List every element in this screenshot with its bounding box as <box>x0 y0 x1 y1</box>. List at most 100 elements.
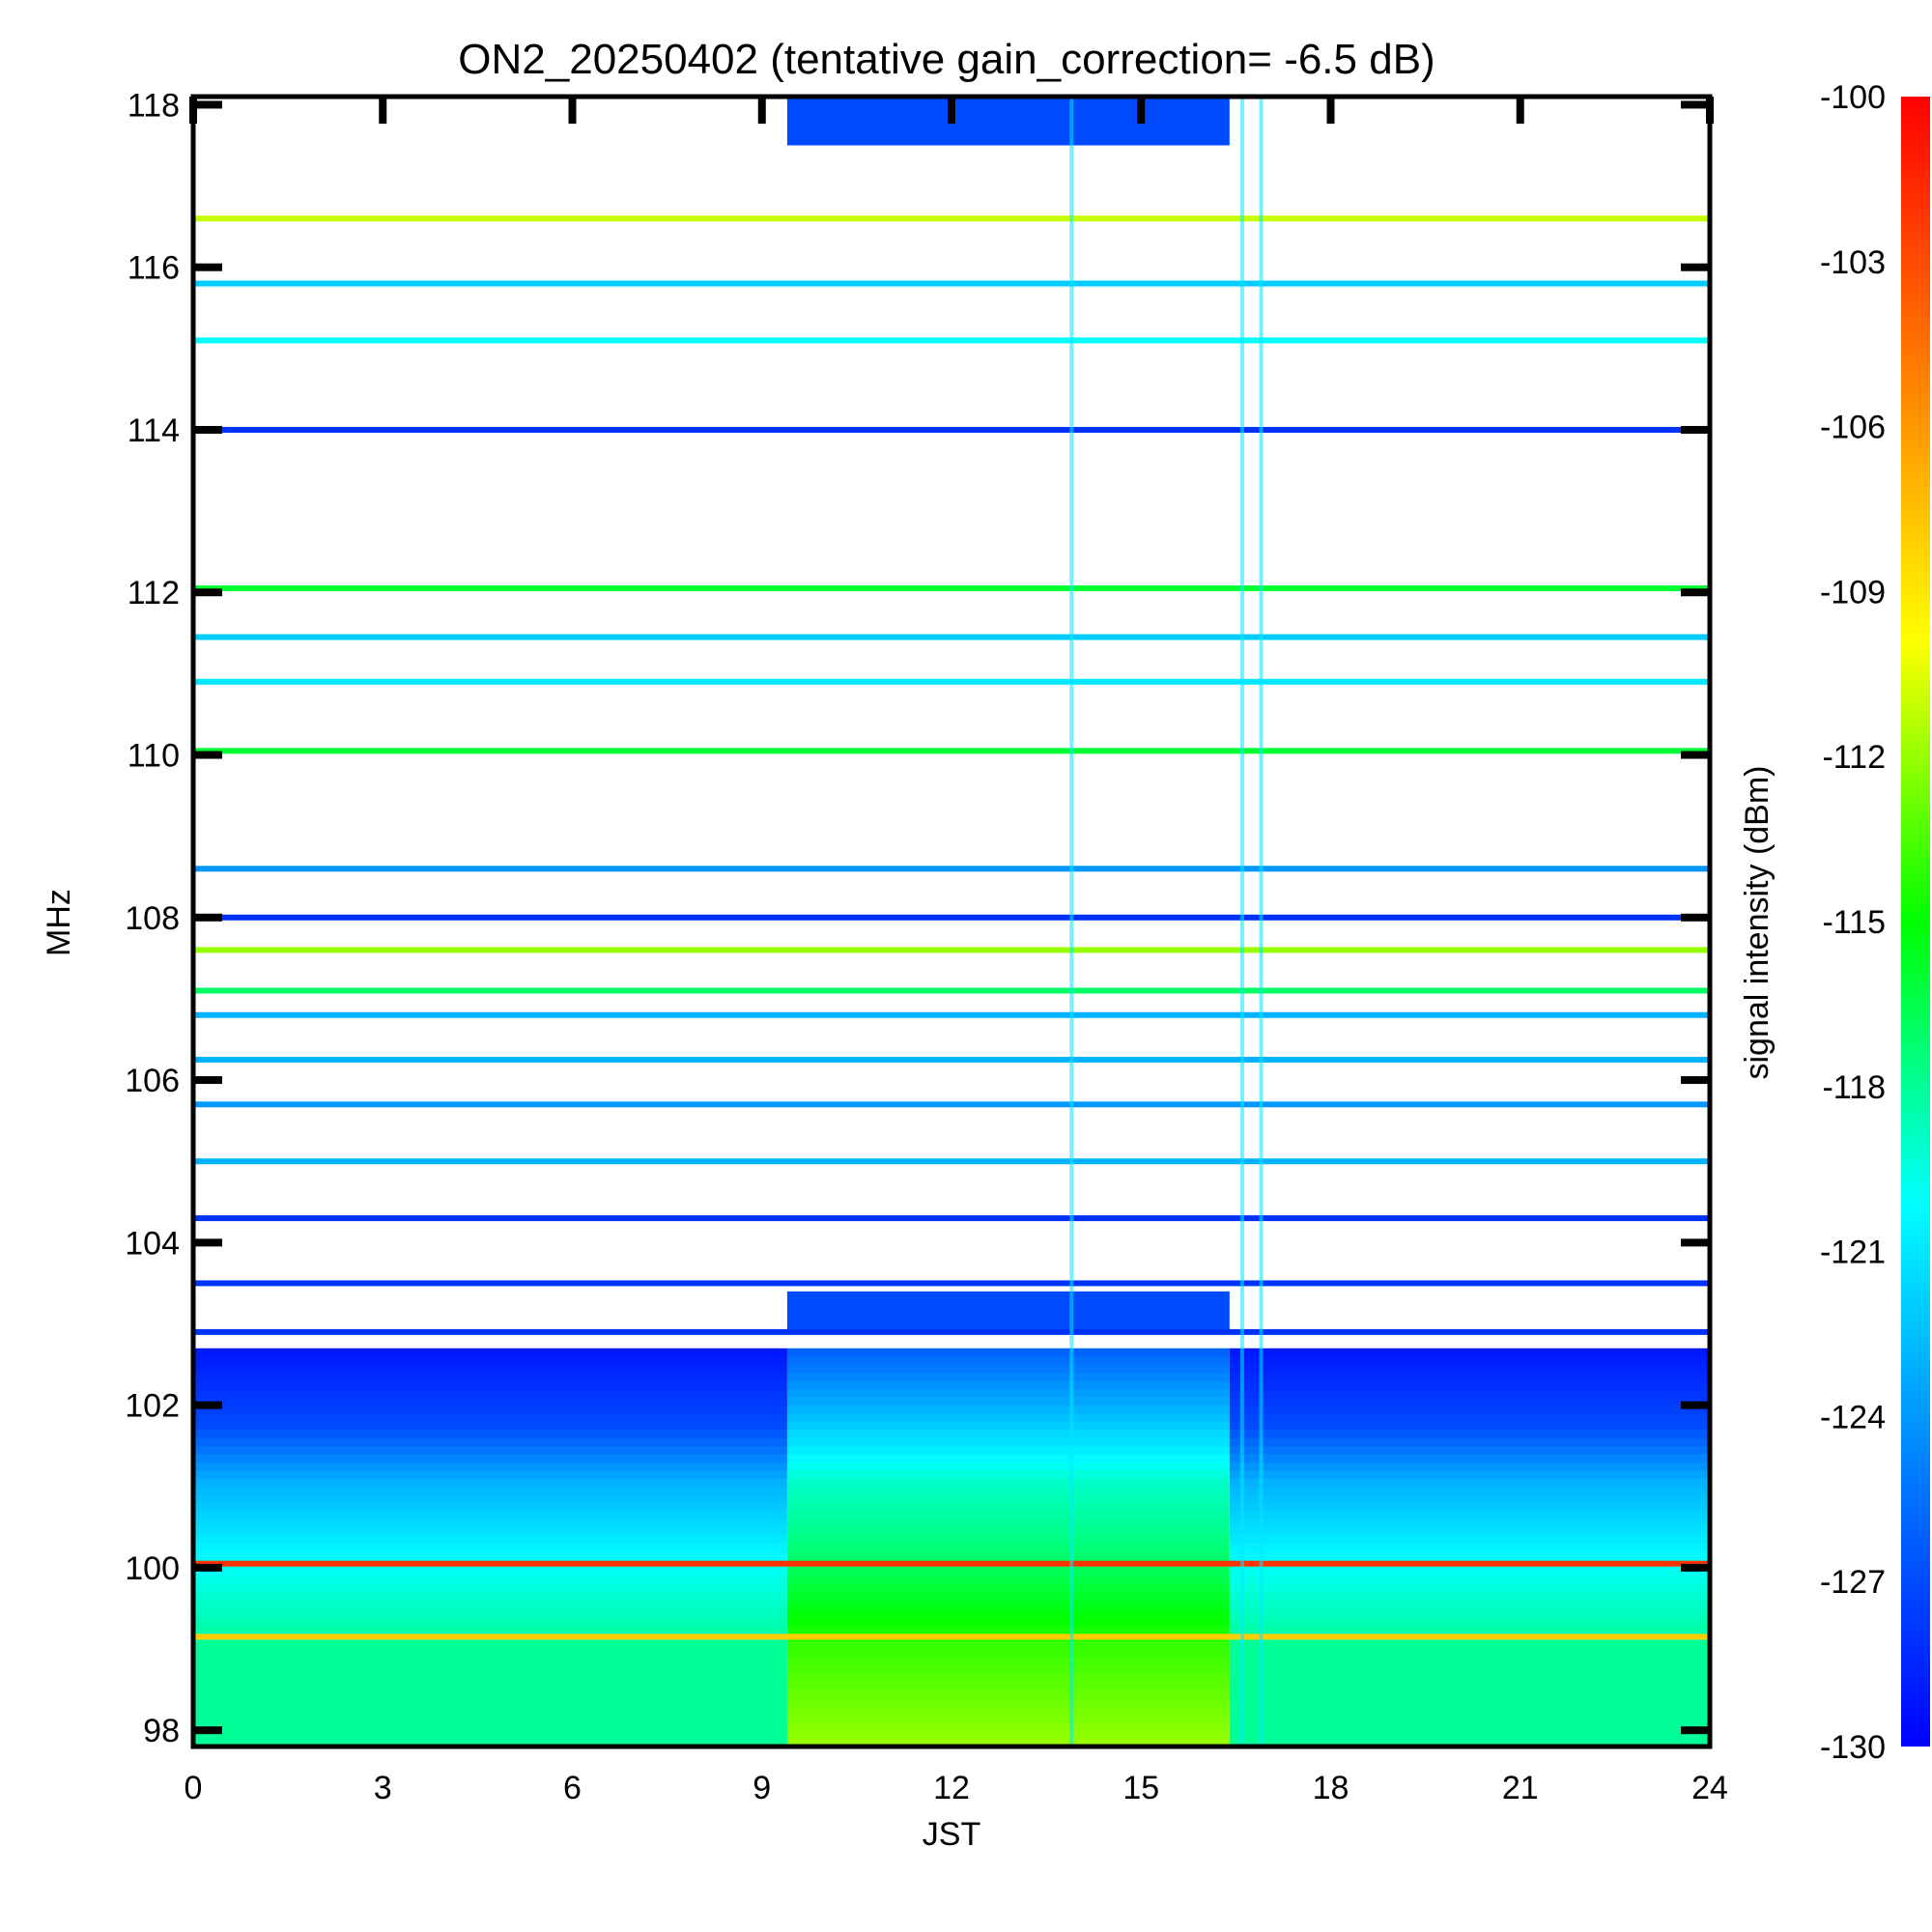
colorbar <box>1901 97 1930 1747</box>
background-cell <box>193 1690 787 1699</box>
background-cell <box>786 1607 1230 1617</box>
background-cell <box>193 1600 787 1609</box>
y-tick-mark <box>1681 263 1710 271</box>
background-cell <box>193 1526 787 1536</box>
background-cell <box>193 1673 787 1683</box>
y-tick-mark <box>1681 588 1710 597</box>
x-axis: 0 3 6 9 12 15 18 21 24 <box>185 97 1728 1806</box>
colorbar-tick-label: -124 <box>1820 1399 1886 1435</box>
background-cell <box>1229 1664 1710 1674</box>
y-tick-label: 104 <box>125 1225 180 1262</box>
background-cell <box>193 1640 787 1650</box>
y-tick-mark <box>193 751 222 759</box>
signal-line <box>193 1560 1710 1567</box>
background-cell <box>1229 1356 1710 1366</box>
background-cell <box>786 1356 1230 1366</box>
background-cell <box>193 1714 787 1723</box>
plot-area <box>193 97 1710 1747</box>
background-cell <box>1229 1576 1710 1585</box>
signal-line <box>193 1215 1710 1222</box>
background-cell <box>1229 1421 1710 1431</box>
y-tick-label: 116 <box>128 250 180 287</box>
background-cell <box>1229 1486 1710 1495</box>
background-cell <box>1229 1429 1710 1438</box>
y-tick-mark <box>1681 425 1710 434</box>
background-cell <box>786 1348 1230 1357</box>
background-cell <box>1229 1592 1710 1602</box>
signal-line <box>193 1101 1710 1108</box>
y-tick-mark <box>193 1401 222 1409</box>
signal-line <box>193 1634 1710 1640</box>
vertical-streak <box>1259 97 1264 1747</box>
background-cell <box>786 1640 1230 1650</box>
y-tick-label: 106 <box>125 1063 180 1099</box>
x-tick-mark <box>1516 97 1524 124</box>
background-cell <box>193 1535 787 1545</box>
background-cell <box>786 1705 1230 1715</box>
background-cell <box>193 1429 787 1438</box>
y-tick-label: 114 <box>128 412 180 449</box>
background-cell <box>786 1445 1230 1455</box>
x-tick-mark <box>1137 97 1146 124</box>
background-cell <box>193 1372 787 1381</box>
colorbar-tick-label: -115 <box>1822 904 1886 941</box>
colorbar-tick-label: -100 <box>1820 79 1886 116</box>
background-cell <box>193 1649 787 1658</box>
background-cell <box>1229 1380 1710 1390</box>
background-cell <box>193 1348 787 1357</box>
x-tick-label: 21 <box>1502 1770 1539 1806</box>
background-cell <box>1229 1462 1710 1471</box>
daytime-block <box>786 1291 1230 1332</box>
y-tick-mark <box>193 1076 222 1085</box>
background-cell <box>786 1664 1230 1674</box>
background-cell <box>193 1397 787 1406</box>
y-tick-mark <box>193 1238 222 1247</box>
x-tick-label: 15 <box>1122 1770 1159 1806</box>
background-cell <box>786 1364 1230 1374</box>
background-cell <box>193 1511 787 1520</box>
x-tick-mark <box>1326 97 1335 124</box>
background-cell <box>786 1576 1230 1585</box>
y-tick-mark <box>193 588 222 597</box>
background-cell <box>193 1543 787 1552</box>
background-cell <box>786 1372 1230 1381</box>
background-cell <box>786 1421 1230 1431</box>
background-cell <box>193 1478 787 1488</box>
y-tick-mark <box>1681 1563 1710 1572</box>
background-cell <box>193 1519 787 1528</box>
x-tick-label: 3 <box>374 1770 392 1806</box>
y-tick-label: 100 <box>125 1550 180 1587</box>
background-cell <box>1229 1502 1710 1512</box>
y-tick-mark <box>1681 1726 1710 1735</box>
background-cell <box>1229 1543 1710 1552</box>
background-cell <box>1229 1372 1710 1381</box>
background-cell <box>786 1583 1230 1593</box>
x-axis-label: JST <box>923 1816 980 1853</box>
background-cell <box>786 1462 1230 1471</box>
signal-line <box>193 1011 1710 1018</box>
background-cell <box>1229 1494 1710 1504</box>
signal-line <box>193 1280 1710 1287</box>
background-cell <box>193 1576 787 1585</box>
background-cell <box>1229 1624 1710 1634</box>
background-cell <box>786 1511 1230 1520</box>
background-cell <box>786 1405 1230 1414</box>
signal-line <box>193 585 1710 592</box>
signal-line <box>193 914 1710 921</box>
background-cell <box>193 1583 787 1593</box>
vertical-streak <box>1069 97 1074 1747</box>
colorbar-label: signal intensity (dBm) <box>1739 765 1776 1079</box>
background-cell <box>786 1721 1230 1731</box>
background-cell <box>786 1397 1230 1406</box>
signal-line <box>193 1328 1710 1335</box>
signal-line <box>193 748 1710 754</box>
background-cell <box>786 1649 1230 1658</box>
background-cell <box>193 1657 787 1666</box>
signal-line <box>193 866 1710 872</box>
background-cell <box>786 1551 1230 1560</box>
x-tick-label: 12 <box>933 1770 970 1806</box>
background-cell <box>193 1681 787 1690</box>
background-cell <box>1229 1640 1710 1650</box>
colorbar-tick-label: -127 <box>1820 1564 1886 1601</box>
background-cell <box>786 1413 1230 1422</box>
